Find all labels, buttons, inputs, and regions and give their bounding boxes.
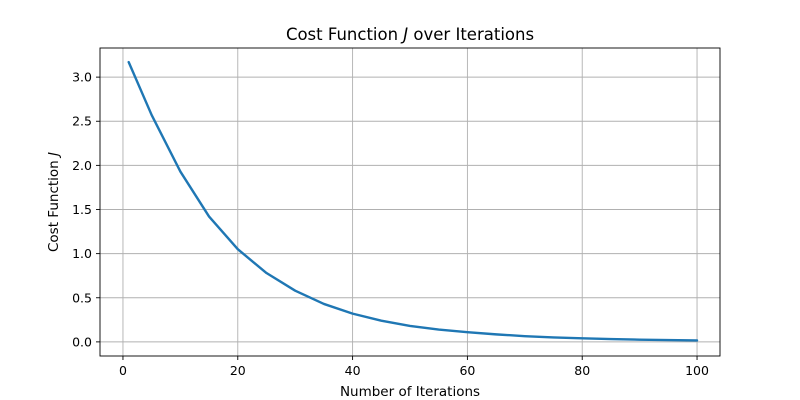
y-tick-label: 3.0 — [72, 70, 92, 85]
y-tick-label: 2.0 — [72, 158, 92, 173]
y-tick-label: 1.0 — [72, 246, 92, 261]
y-axis-label-symbol: J — [46, 152, 62, 159]
y-tick-label: 2.5 — [72, 114, 92, 129]
x-tick-label: 80 — [574, 363, 590, 378]
chart-title: Cost Function J over Iterations — [286, 25, 534, 44]
ticks: 0 20 40 60 80 100 0.0 0.5 1.0 1.5 2.0 2.5 3.0 — [72, 70, 709, 378]
cost-series-line — [127, 60, 699, 342]
x-tick-label: 100 — [685, 363, 709, 378]
y-axis-label-main: Cost Function — [46, 160, 62, 252]
x-tick-label: 60 — [459, 363, 475, 378]
title-suffix: over Iterations — [413, 25, 534, 44]
grid-lines — [100, 48, 720, 356]
title-symbol: J — [400, 25, 408, 44]
x-tick-label: 40 — [345, 363, 361, 378]
y-tick-label: 0.5 — [72, 290, 92, 305]
series-layer — [127, 60, 699, 342]
y-axis-label: Cost Function J — [46, 152, 62, 252]
x-tick-label: 0 — [119, 363, 127, 378]
x-axis-label: Number of Iterations — [340, 384, 480, 400]
plot-frame — [99, 47, 721, 357]
title-main: Cost Function — [286, 25, 398, 44]
x-tick-label: 20 — [230, 363, 246, 378]
y-tick-label: 1.5 — [72, 202, 92, 217]
y-tick-label: 0.0 — [72, 334, 92, 349]
